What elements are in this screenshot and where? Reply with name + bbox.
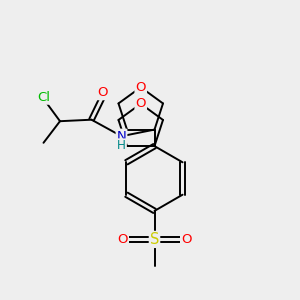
Text: H: H — [117, 139, 126, 152]
Text: O: O — [118, 233, 128, 246]
Text: Cl: Cl — [37, 91, 50, 104]
Text: O: O — [181, 233, 192, 246]
Text: O: O — [136, 81, 146, 94]
Text: S: S — [150, 232, 159, 247]
Text: O: O — [136, 97, 146, 110]
Text: N: N — [117, 130, 126, 143]
Text: O: O — [98, 86, 108, 99]
